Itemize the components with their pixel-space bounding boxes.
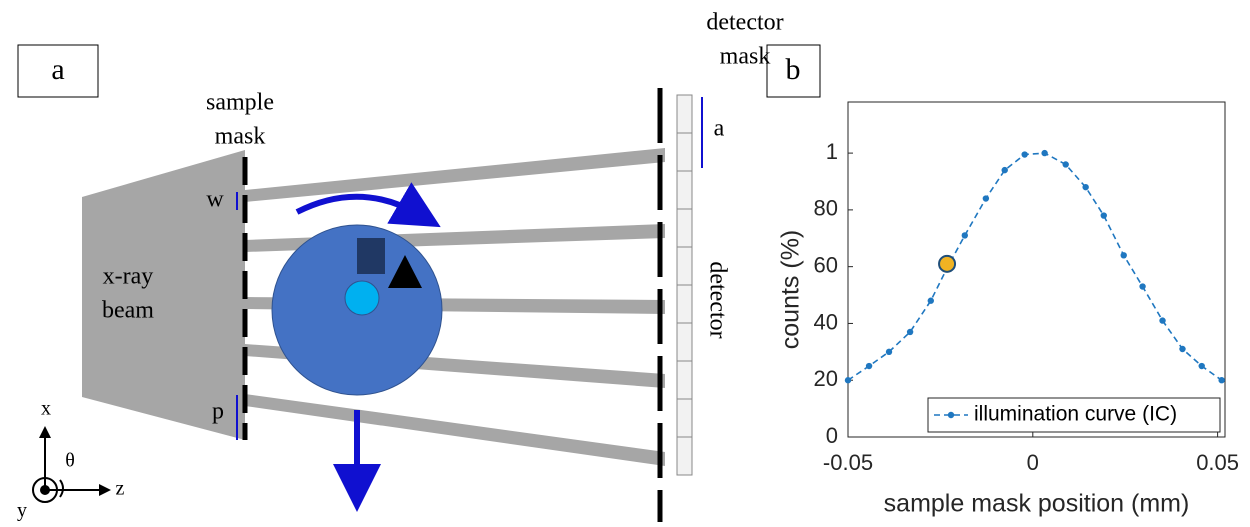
w-label: w bbox=[206, 187, 224, 213]
panel-a: a detector mask sample mask x- bbox=[17, 10, 784, 523]
point bbox=[962, 232, 968, 238]
point bbox=[1179, 346, 1185, 352]
x-tick-label: 0.05 bbox=[1196, 450, 1239, 475]
axis-theta: θ bbox=[65, 450, 75, 472]
point bbox=[1218, 377, 1224, 383]
y-tick-label: 20 bbox=[814, 366, 838, 391]
beam-label: x-ray bbox=[103, 264, 154, 290]
point bbox=[845, 377, 851, 383]
axis-y: y bbox=[17, 500, 27, 522]
point bbox=[1082, 184, 1088, 190]
point bbox=[866, 363, 872, 369]
beam-label: beam bbox=[102, 298, 154, 324]
figure: a detector mask sample mask x- bbox=[0, 0, 1250, 527]
square bbox=[357, 238, 385, 274]
detector-mask-label: detector bbox=[706, 10, 783, 36]
y-axis-label: counts (%) bbox=[777, 230, 805, 349]
legend-label: illumination curve (IC) bbox=[974, 403, 1177, 426]
point bbox=[928, 298, 934, 304]
x-axis-label: sample mask position (mm) bbox=[884, 490, 1190, 518]
p-label: p bbox=[212, 399, 224, 425]
legend-marker bbox=[948, 412, 954, 418]
small-circle bbox=[345, 281, 379, 315]
point bbox=[886, 349, 892, 355]
point bbox=[1199, 363, 1205, 369]
point bbox=[1021, 151, 1027, 157]
x-tick-label: 0 bbox=[1027, 450, 1039, 475]
point bbox=[1139, 283, 1145, 289]
point bbox=[907, 329, 913, 335]
point bbox=[1121, 252, 1127, 258]
panel-b: b bbox=[767, 45, 820, 97]
point bbox=[1101, 212, 1107, 218]
point bbox=[1041, 150, 1047, 156]
point bbox=[1159, 317, 1165, 323]
x-tick-label: -0.05 bbox=[823, 450, 873, 475]
point bbox=[983, 195, 989, 201]
detector-label: detector bbox=[704, 261, 730, 338]
axis-x: x bbox=[41, 398, 51, 420]
y-tick-label: 40 bbox=[814, 309, 838, 334]
series-line bbox=[848, 153, 1222, 380]
sample-mask-label: mask bbox=[215, 124, 266, 150]
y-tick-label: 80 bbox=[814, 196, 838, 221]
point bbox=[1062, 161, 1068, 167]
axis-z: z bbox=[116, 478, 125, 500]
a-label: a bbox=[714, 116, 725, 142]
rotation-arrow bbox=[297, 197, 420, 215]
y-tick-label: 0 bbox=[826, 423, 838, 448]
detector bbox=[677, 95, 692, 475]
legend: illumination curve (IC) bbox=[928, 398, 1220, 432]
point bbox=[1002, 167, 1008, 173]
sample-mask-label: sample bbox=[206, 90, 274, 116]
plot-area bbox=[848, 102, 1225, 437]
y-tick-label: 60 bbox=[814, 252, 838, 277]
y-tick-label: 1 bbox=[826, 139, 838, 164]
detector-mask-label: mask bbox=[720, 44, 771, 70]
panel-label: b bbox=[786, 53, 801, 86]
highlight-point bbox=[939, 256, 955, 272]
panel-label: a bbox=[51, 53, 64, 86]
